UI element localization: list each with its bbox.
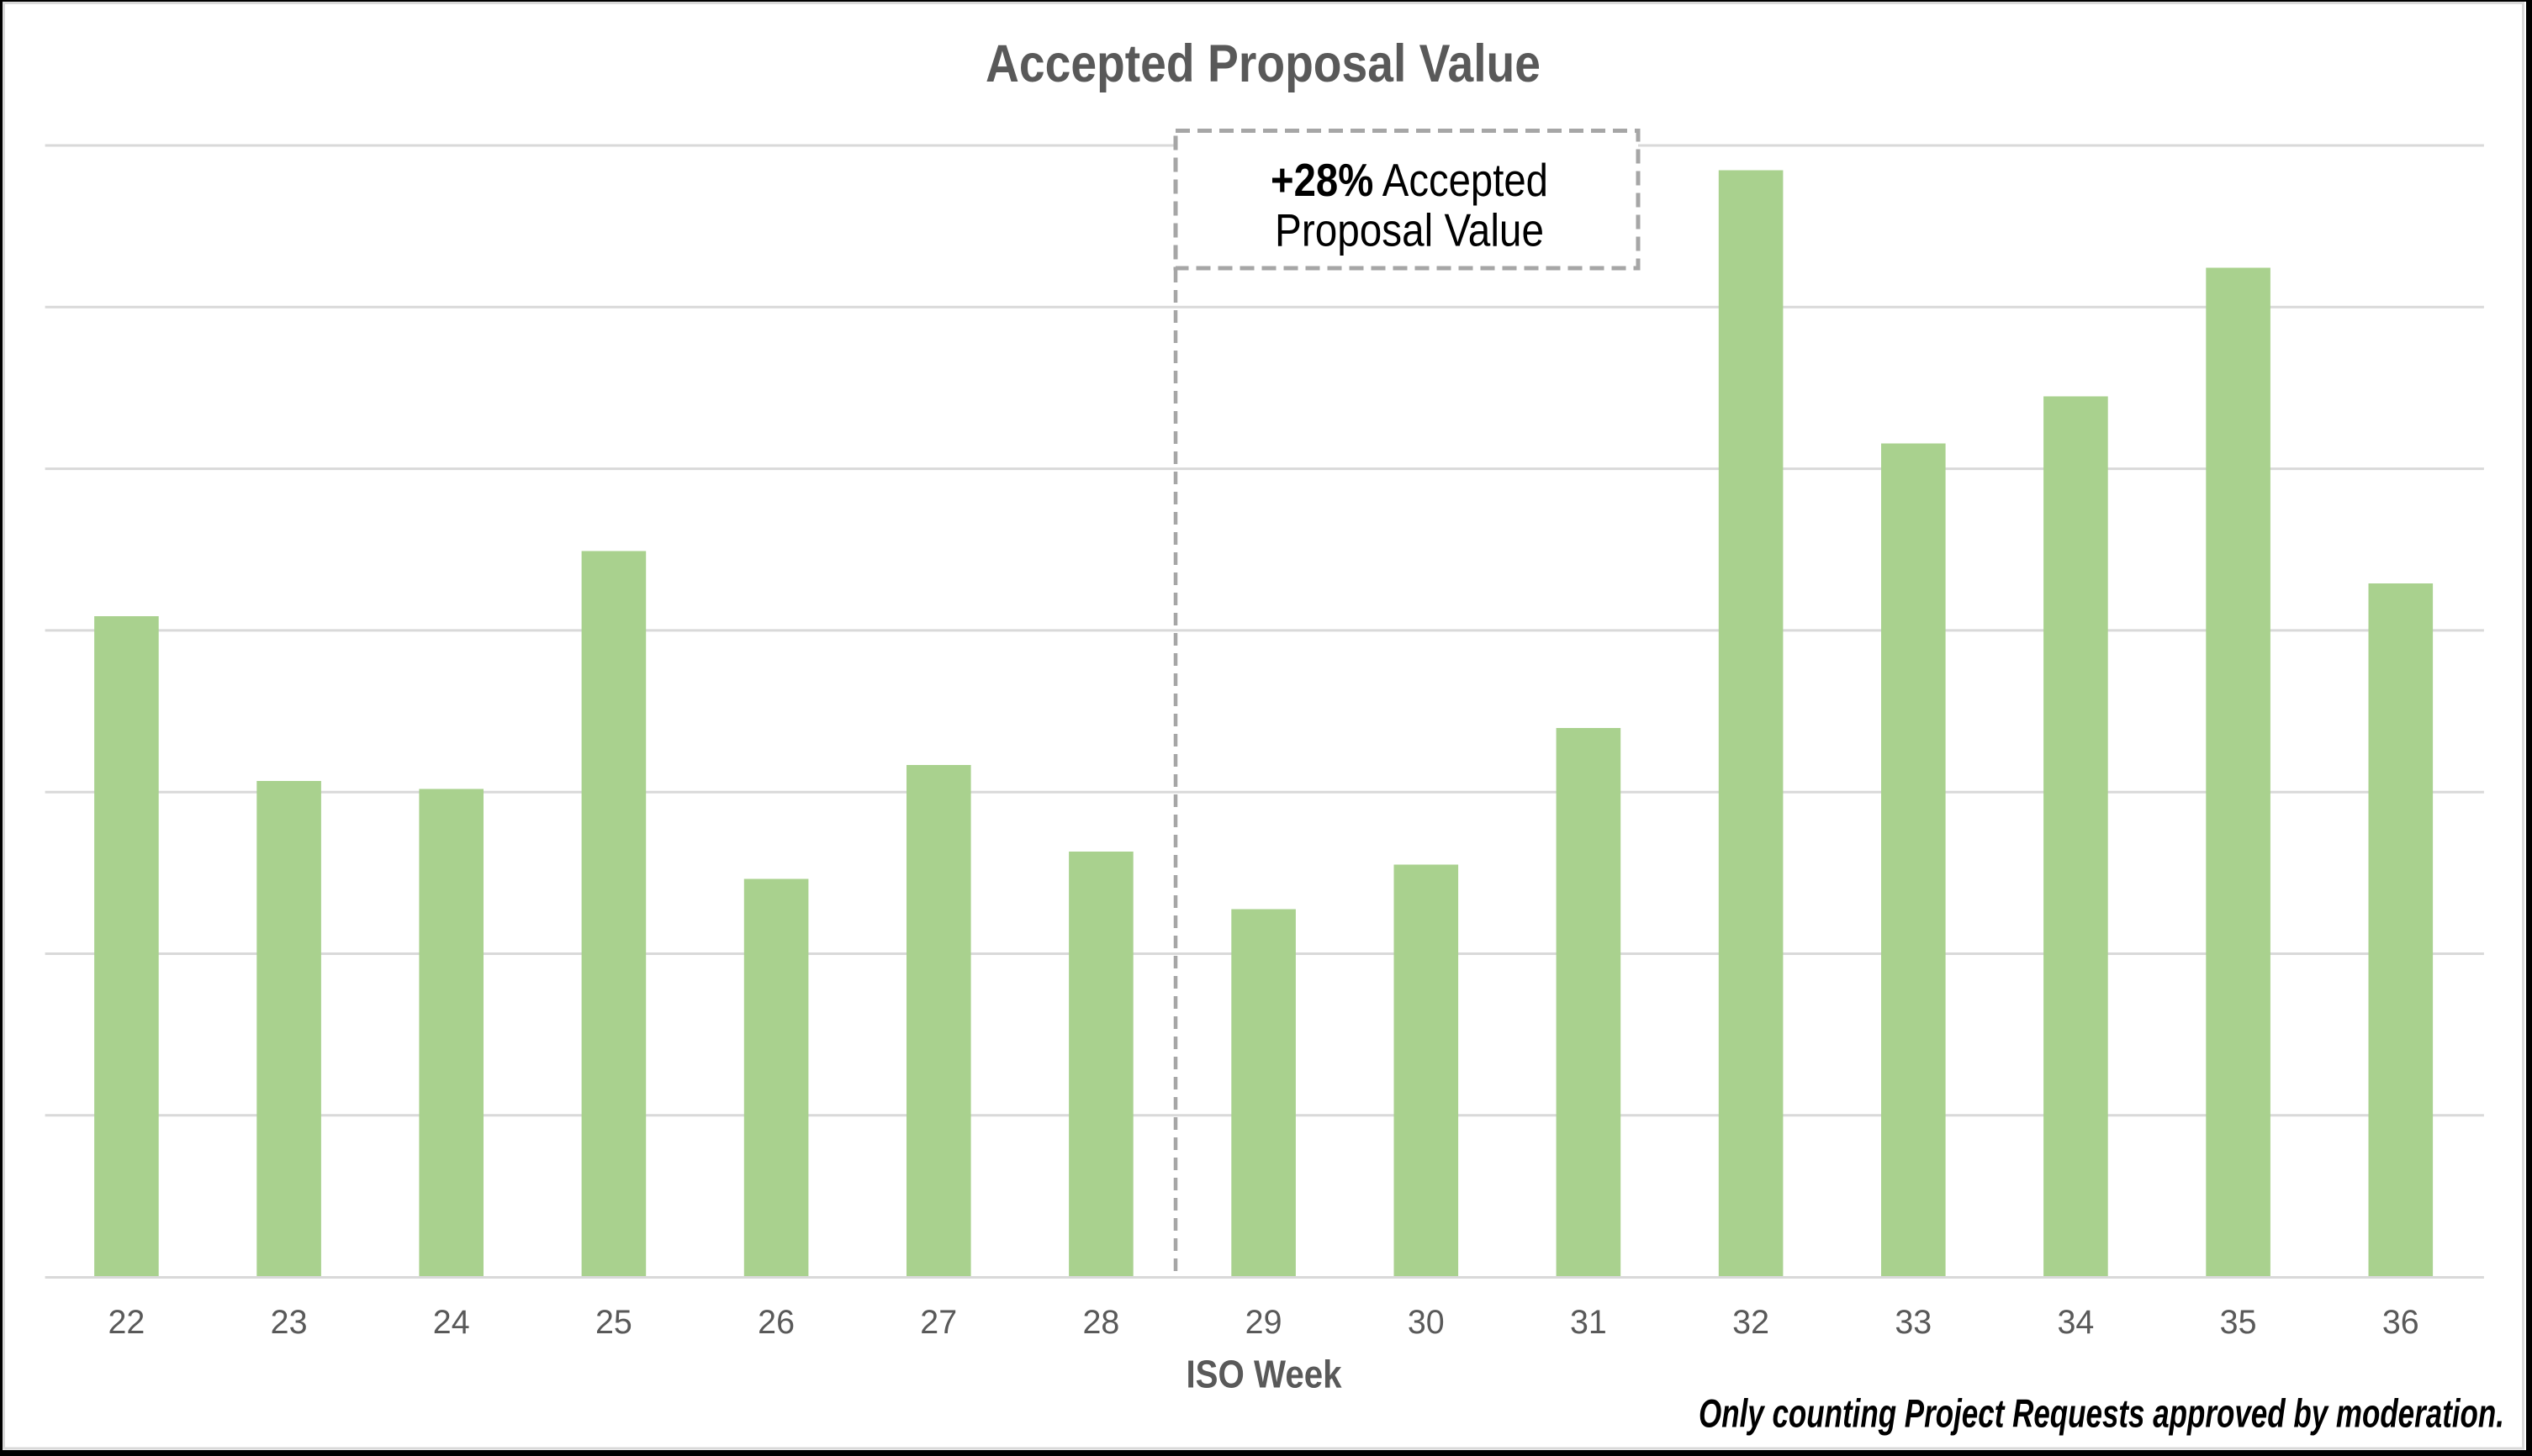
svg-text:Proposal Value: Proposal Value: [1275, 204, 1544, 256]
svg-text:22: 22: [108, 1304, 145, 1341]
svg-text:27: 27: [920, 1304, 957, 1341]
svg-text:23: 23: [271, 1304, 308, 1341]
svg-text:28: 28: [1082, 1304, 1119, 1341]
svg-text:Accepted Proposal Value: Accepted Proposal Value: [986, 34, 1541, 93]
svg-text:29: 29: [1245, 1304, 1282, 1341]
svg-text:+28% Accepted: +28% Accepted: [1271, 154, 1548, 206]
svg-text:30: 30: [1408, 1304, 1445, 1341]
svg-text:34: 34: [2057, 1304, 2094, 1341]
svg-text:25: 25: [595, 1304, 632, 1341]
svg-text:Only counting Project Requests: Only counting Project Requests approved …: [1699, 1391, 2504, 1436]
svg-text:26: 26: [758, 1304, 795, 1341]
svg-text:36: 36: [2382, 1304, 2419, 1341]
svg-text:31: 31: [1570, 1304, 1607, 1341]
svg-text:24: 24: [433, 1304, 470, 1341]
svg-text:35: 35: [2220, 1304, 2257, 1341]
svg-text:ISO Week: ISO Week: [1187, 1353, 1342, 1396]
svg-text:33: 33: [1895, 1304, 1932, 1341]
svg-text:32: 32: [1732, 1304, 1769, 1341]
